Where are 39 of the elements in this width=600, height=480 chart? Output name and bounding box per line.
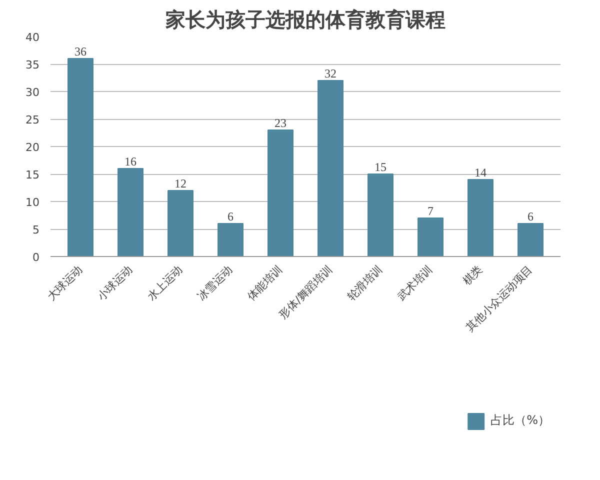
x-tick-label: 小球运动 — [94, 262, 136, 304]
bar — [368, 174, 394, 256]
x-tick-label: 武术培训 — [394, 262, 436, 304]
x-tick-label: 棋类 — [460, 262, 486, 288]
data-label: 6 — [528, 210, 534, 224]
bar — [318, 80, 344, 256]
data-label: 7 — [428, 204, 434, 218]
x-tick-label: 轮滑培训 — [344, 262, 386, 304]
legend-label: 占比（%） — [490, 412, 550, 429]
y-tick-label: 25 — [26, 114, 40, 126]
data-label: 36 — [74, 44, 86, 58]
y-tick-label: 5 — [32, 224, 40, 236]
data-label: 23 — [274, 116, 286, 130]
x-tick-label: 大球运动 — [44, 262, 86, 304]
bar — [68, 58, 94, 256]
bar — [218, 223, 244, 256]
y-tick-label: 0 — [32, 251, 40, 264]
data-label: 14 — [474, 166, 486, 180]
data-label: 6 — [228, 210, 234, 224]
bar — [468, 179, 494, 256]
x-tick-label: 冰雪运动 — [194, 262, 236, 304]
bar — [168, 190, 194, 256]
data-label: 32 — [324, 66, 336, 80]
bar — [418, 218, 444, 256]
y-tick-label: 15 — [26, 168, 40, 182]
bar — [518, 223, 544, 256]
chart-title: 家长为孩子选报的体育教育课程 — [164, 8, 446, 32]
y-tick-label: 30 — [26, 86, 40, 99]
bar — [118, 168, 144, 256]
y-tick-label: 40 — [26, 31, 40, 44]
data-label: 15 — [374, 160, 386, 174]
x-tick-label: 体能培训 — [244, 262, 286, 304]
y-tick-label: 10 — [26, 196, 40, 209]
bar — [268, 130, 294, 256]
x-tick-label: 水上运动 — [144, 262, 186, 304]
y-tick-label: 20 — [26, 141, 40, 154]
data-label: 16 — [124, 154, 136, 168]
y-tick-label: 35 — [26, 58, 40, 72]
data-label: 12 — [174, 176, 186, 190]
